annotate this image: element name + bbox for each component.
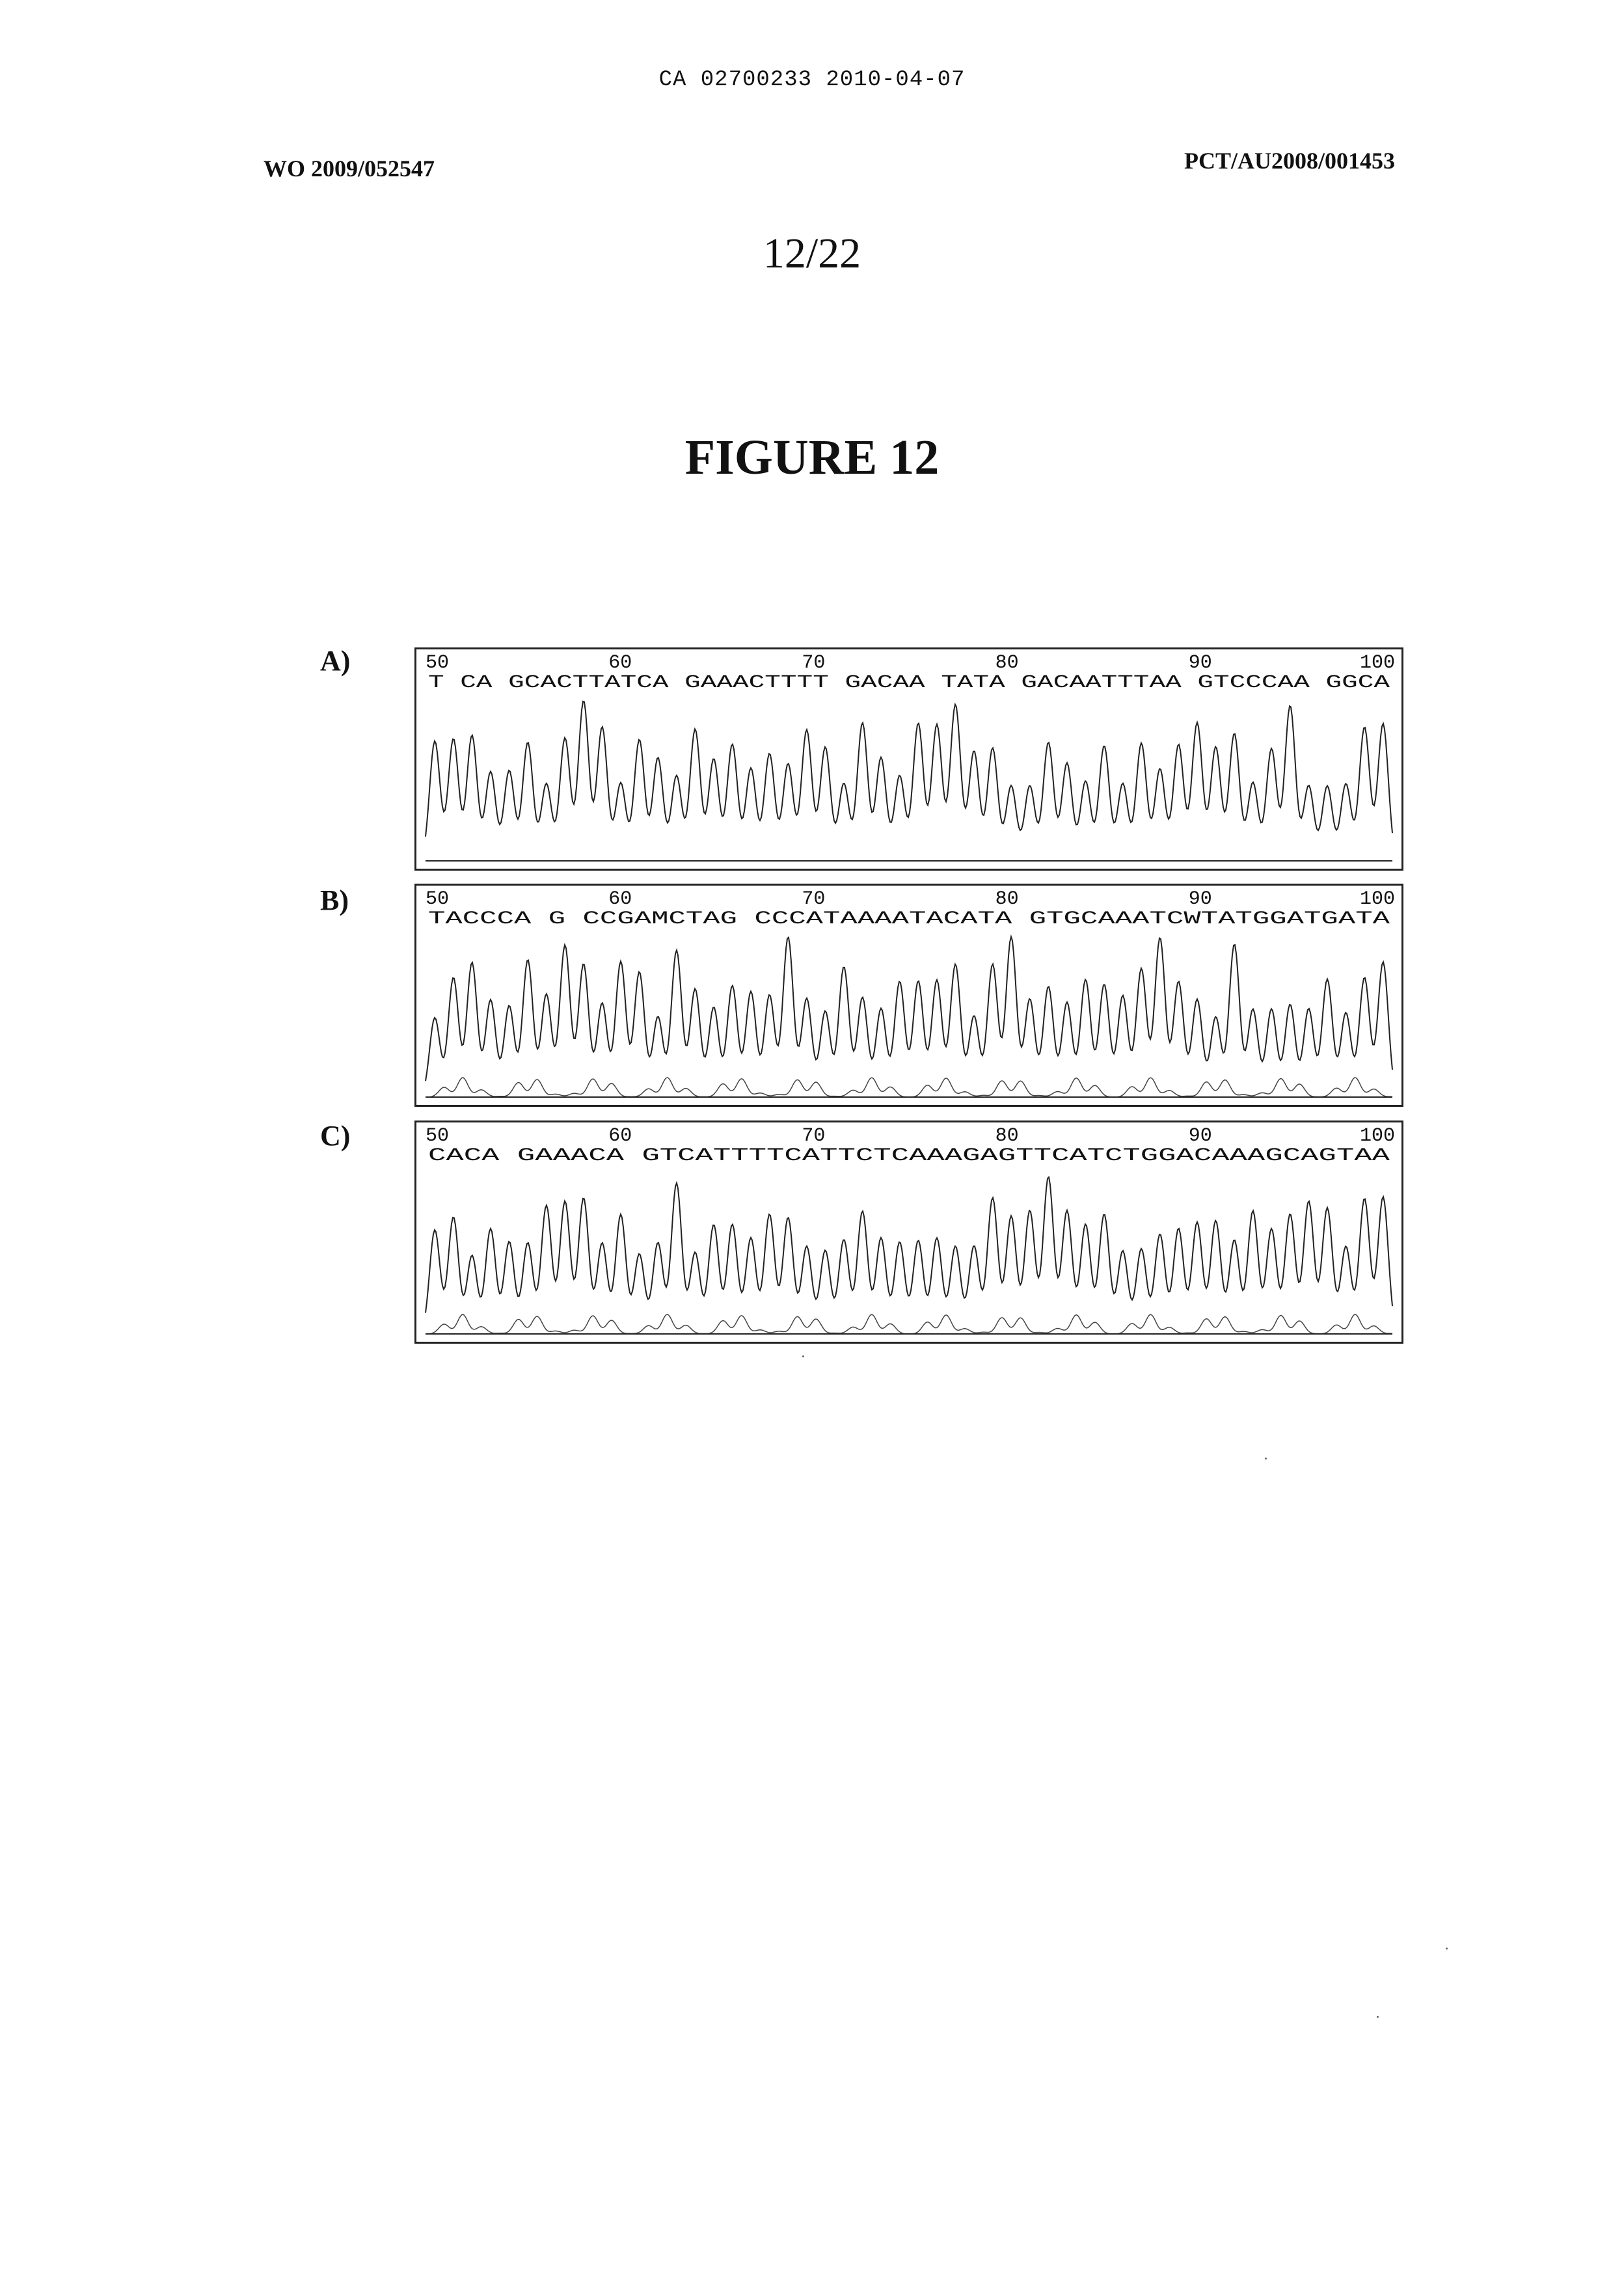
- ruler-tick-label: 70: [802, 652, 825, 674]
- figure-title: FIGURE 12: [0, 429, 1624, 486]
- trace-secondary: [426, 1314, 1392, 1334]
- scan-speck: [1265, 1458, 1267, 1460]
- page-number: 12/22: [0, 229, 1624, 278]
- base-call-sequence: TACCCA G CCGAMCTAG CCCATAAAATACATA GTGCA…: [428, 909, 1390, 929]
- panel-label-b: B): [320, 884, 349, 917]
- panel-label-c: C): [320, 1119, 350, 1152]
- base-call-sequence: T CA GCACTTATCA GAAACTTTT GACAA TATA GAC…: [428, 673, 1390, 693]
- ruler-tick-label: 70: [802, 1125, 825, 1147]
- ruler-tick-label: 100: [1360, 888, 1395, 910]
- ruler-tick-label: 100: [1360, 1125, 1395, 1147]
- chromatogram-b: 50 60 70 80 90 100TACCCA G CCGAMCTAG CCCATAAA…: [416, 886, 1401, 1105]
- ruler-tick-label: 90: [1189, 652, 1212, 674]
- trace-primary: [426, 701, 1392, 837]
- pct-application-number: PCT/AU2008/001453: [1184, 147, 1395, 174]
- ruler-tick-label: 80: [995, 1125, 1019, 1147]
- ca-application-number: CA 02700233 2010-04-07: [0, 68, 1624, 92]
- chromatogram-a: 50 60 70 80 90 100T CA GCACTTATCA GAAACTTTT G…: [416, 649, 1401, 869]
- scan-speck: [802, 1355, 804, 1357]
- ruler-tick-label: 50: [426, 888, 449, 910]
- wo-publication-number: WO 2009/052547: [264, 155, 435, 182]
- ruler-tick-label: 60: [608, 888, 632, 910]
- ruler-tick-label: 60: [608, 652, 632, 674]
- panel-label-a: A): [320, 644, 350, 677]
- ruler-tick-label: 50: [426, 1125, 449, 1147]
- ruler-tick-label: 60: [608, 1125, 632, 1147]
- ruler-tick-label: 90: [1189, 1125, 1212, 1147]
- scan-speck: [1446, 1948, 1448, 1949]
- chromatogram-panel-b: 50 60 70 80 90 100TACCCA G CCGAMCTAG CCCATAAA…: [414, 884, 1403, 1107]
- ruler-tick-label: 90: [1189, 888, 1212, 910]
- chromatogram-panel-c: 50 60 70 80 90 100CACA GAAACA GTCATTTTCATTCTC…: [414, 1121, 1403, 1344]
- chromatogram-panel-a: 50 60 70 80 90 100T CA GCACTTATCA GAAACTTTT G…: [414, 647, 1403, 871]
- trace-secondary: [426, 1078, 1392, 1097]
- ruler-tick-label: 70: [802, 888, 825, 910]
- ruler-tick-label: 80: [995, 652, 1019, 674]
- ruler-tick-label: 50: [426, 652, 449, 674]
- ruler-tick-label: 100: [1360, 652, 1395, 674]
- chromatogram-c: 50 60 70 80 90 100CACA GAAACA GTCATTTTCATTCTC…: [416, 1122, 1401, 1342]
- trace-primary: [426, 1177, 1392, 1313]
- ruler-tick-label: 80: [995, 888, 1019, 910]
- scan-speck: [1377, 2016, 1379, 2018]
- base-call-sequence: CACA GAAACA GTCATTTTCATTCTCAAAGAGTTCATCT…: [428, 1146, 1390, 1166]
- trace-primary: [426, 937, 1392, 1081]
